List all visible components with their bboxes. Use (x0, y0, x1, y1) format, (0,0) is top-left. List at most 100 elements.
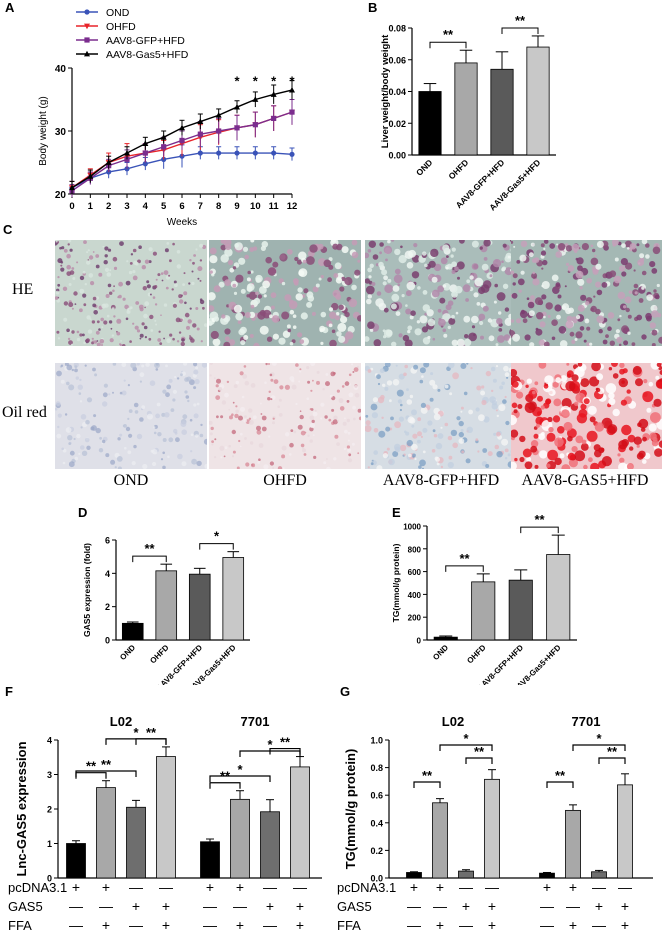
tissue-cell (99, 436, 102, 440)
tissue-cell (609, 270, 617, 278)
tissue-cell (492, 378, 497, 383)
tissue-cell (239, 371, 244, 376)
tissue-cell (347, 431, 351, 435)
tissue-cell (487, 451, 493, 457)
tissue-cell (319, 325, 326, 332)
tissue-cell (422, 450, 426, 454)
condition-sign: — (407, 898, 421, 914)
tissue-cell (64, 413, 68, 416)
tissue-cell (69, 450, 75, 456)
tissue-cell (591, 363, 601, 372)
tissue-cell (284, 294, 292, 302)
tissue-cell (373, 428, 379, 433)
tissue-cell (351, 251, 359, 259)
tissue-cell (152, 251, 157, 256)
tissue-cell (452, 372, 459, 380)
tissue-cell (642, 391, 654, 403)
he-image-ond (55, 240, 207, 346)
tissue-cell (353, 367, 359, 372)
tissue-cell (544, 375, 554, 385)
tissue-cell (563, 421, 573, 431)
tissue-cell (172, 337, 175, 341)
tissue-cell (621, 439, 629, 447)
tissue-cell (258, 458, 261, 461)
condition-sign: — (69, 898, 83, 914)
tissue-cell (413, 243, 418, 248)
y-axis-label: TG(mmol/g protein) (391, 543, 401, 622)
tissue-cell (526, 378, 532, 384)
significance-star: * (267, 737, 273, 752)
tissue-cell (411, 409, 417, 416)
tissue-cell (654, 294, 660, 300)
tissue-cell (66, 253, 71, 259)
tissue-cell (526, 297, 530, 300)
tissue-cell (502, 266, 506, 271)
tissue-cell (333, 457, 337, 461)
tissue-cell (223, 455, 226, 458)
tissue-cell (144, 301, 150, 307)
tissue-cell (633, 436, 642, 445)
tissue-cell (571, 243, 580, 252)
tissue-cell (430, 248, 439, 258)
tissue-cell (172, 242, 175, 246)
tissue-cell (480, 335, 484, 340)
tissue-cell (209, 255, 218, 264)
tissue-cell (66, 271, 72, 276)
tissue-cell (651, 310, 659, 318)
x-tick-label: 12 (287, 201, 298, 212)
tissue-cell (297, 332, 303, 338)
bar (432, 802, 448, 879)
tissue-cell (627, 314, 632, 319)
tissue-cell (180, 341, 185, 346)
tissue-cell (466, 426, 473, 433)
tissue-cell (432, 429, 436, 433)
tissue-cell (356, 365, 360, 369)
tissue-cell (513, 245, 516, 248)
tissue-cell (262, 280, 270, 289)
tissue-cell (312, 434, 315, 436)
tissue-cell (440, 465, 444, 469)
tissue-cell (139, 372, 145, 378)
tissue-cell (182, 283, 185, 286)
tissue-cell (250, 383, 256, 388)
condition-sign: + (132, 898, 140, 914)
tissue-cell (66, 381, 70, 386)
tissue-cell (233, 304, 243, 313)
tissue-cell (571, 339, 576, 344)
tissue-cell (398, 333, 403, 338)
tissue-cell (104, 254, 108, 258)
tissue-cell (278, 337, 286, 345)
tissue-cell (439, 297, 446, 304)
tissue-cell (270, 305, 275, 310)
tissue-cell (149, 380, 156, 386)
tissue-cell (595, 263, 602, 270)
significance-star: * (237, 762, 243, 777)
tissue-cell (580, 403, 587, 410)
tissue-cell (385, 258, 388, 262)
tissue-cell (451, 314, 455, 319)
tissue-cell (86, 251, 89, 254)
tissue-cell (403, 372, 407, 377)
tissue-cell (448, 317, 456, 325)
condition-sign: + (462, 898, 470, 914)
tissue-cell (478, 313, 486, 321)
tissue-cell (199, 299, 205, 305)
tissue-cell (656, 363, 662, 367)
significance-star: ** (534, 512, 545, 527)
tissue-cell (427, 420, 433, 426)
tissue-cell (454, 266, 459, 272)
significance-bracket (501, 27, 539, 34)
tissue-cell (268, 390, 271, 393)
tissue-cell (98, 328, 101, 331)
tissue-cell (394, 268, 401, 275)
tissue-cell (652, 436, 658, 442)
data-point (216, 150, 222, 156)
tissue-cell (183, 272, 186, 275)
tissue-cell (378, 430, 386, 438)
data-point (252, 122, 258, 128)
tissue-cell (401, 294, 405, 298)
data-point (289, 109, 295, 115)
tissue-cell (76, 330, 80, 334)
tissue-cell (529, 342, 535, 346)
